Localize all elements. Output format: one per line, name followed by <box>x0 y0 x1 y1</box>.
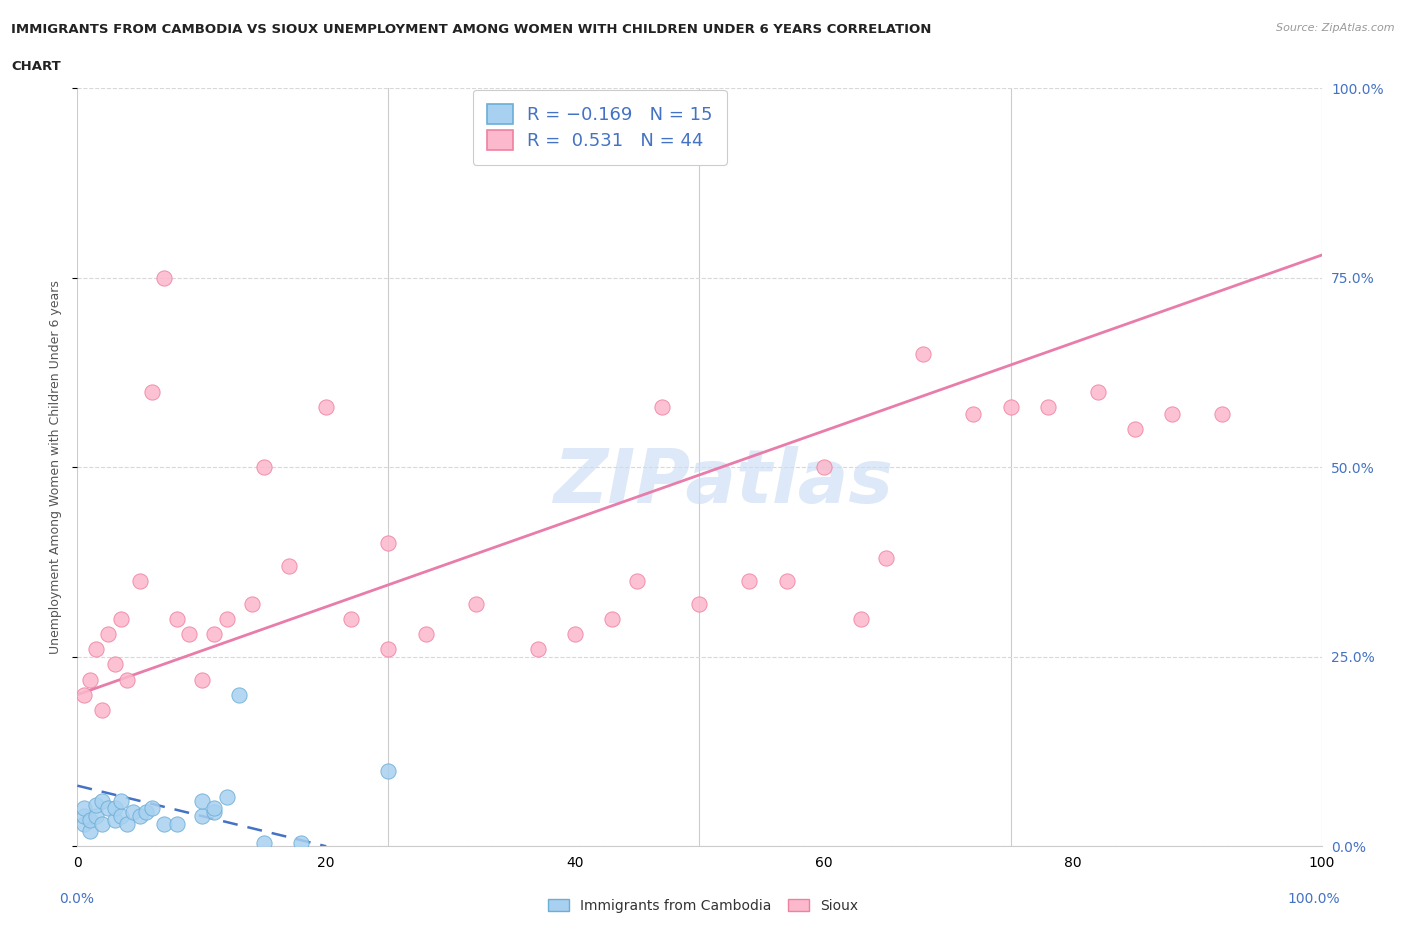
Point <box>128 574 150 589</box>
Point <box>1036 399 1059 414</box>
Point <box>277 558 299 573</box>
Point <box>97 801 120 816</box>
Point <box>84 808 107 823</box>
Point <box>110 793 132 808</box>
Point <box>1087 384 1109 399</box>
Point <box>564 627 586 642</box>
Point <box>526 642 548 657</box>
Point <box>290 835 312 850</box>
Text: 0.0%: 0.0% <box>59 892 94 906</box>
Point <box>91 793 114 808</box>
Text: CHART: CHART <box>11 60 60 73</box>
Point <box>84 642 107 657</box>
Point <box>1161 406 1184 421</box>
Point <box>253 835 276 850</box>
Point <box>602 612 624 627</box>
Text: Source: ZipAtlas.com: Source: ZipAtlas.com <box>1277 23 1395 33</box>
Point <box>104 812 127 827</box>
Point <box>115 672 138 687</box>
Point <box>79 824 101 839</box>
Point <box>626 574 648 589</box>
Point <box>72 687 94 702</box>
Point <box>79 812 101 827</box>
Point <box>464 596 486 611</box>
Point <box>141 801 163 816</box>
Point <box>962 406 984 421</box>
Point <box>315 399 337 414</box>
Point <box>215 612 238 627</box>
Point <box>377 536 399 551</box>
Point <box>689 596 711 611</box>
Point <box>91 817 114 831</box>
Point <box>97 627 120 642</box>
Point <box>191 808 214 823</box>
Point <box>775 574 797 589</box>
Point <box>228 687 250 702</box>
Point <box>202 804 225 819</box>
Point <box>91 702 114 717</box>
Point <box>415 627 437 642</box>
Point <box>912 346 935 361</box>
Point <box>191 672 214 687</box>
Point <box>651 399 673 414</box>
Point <box>738 574 761 589</box>
Point <box>122 804 145 819</box>
Point <box>377 642 399 657</box>
Point <box>104 801 127 816</box>
Point <box>340 612 363 627</box>
Point <box>84 797 107 812</box>
Point <box>179 627 201 642</box>
Point <box>115 817 138 831</box>
Point <box>72 801 94 816</box>
Point <box>377 763 399 777</box>
Point <box>813 460 835 475</box>
Point <box>135 804 157 819</box>
Point <box>851 612 873 627</box>
Point <box>110 808 132 823</box>
Point <box>1211 406 1233 421</box>
Point <box>1123 422 1146 437</box>
Point <box>110 612 132 627</box>
Point <box>79 672 101 687</box>
Text: IMMIGRANTS FROM CAMBODIA VS SIOUX UNEMPLOYMENT AMONG WOMEN WITH CHILDREN UNDER 6: IMMIGRANTS FROM CAMBODIA VS SIOUX UNEMPL… <box>11 23 932 36</box>
Point <box>202 801 225 816</box>
Point <box>253 460 276 475</box>
Point <box>875 551 897 565</box>
Point <box>104 657 127 671</box>
Text: ZIPatlas: ZIPatlas <box>554 446 894 519</box>
Point <box>166 817 188 831</box>
Point <box>215 790 238 804</box>
Point <box>166 612 188 627</box>
Point <box>72 817 94 831</box>
Point <box>240 596 263 611</box>
Legend: R = −0.169   N = 15, R =  0.531   N = 44: R = −0.169 N = 15, R = 0.531 N = 44 <box>472 90 727 165</box>
Legend: Immigrants from Cambodia, Sioux: Immigrants from Cambodia, Sioux <box>543 894 863 919</box>
Point <box>191 793 214 808</box>
Text: 100.0%: 100.0% <box>1288 892 1340 906</box>
Point <box>202 627 225 642</box>
Point <box>153 271 176 286</box>
Point <box>1000 399 1022 414</box>
Point <box>141 384 163 399</box>
Point <box>128 808 150 823</box>
Point <box>153 817 176 831</box>
Point <box>72 808 94 823</box>
Y-axis label: Unemployment Among Women with Children Under 6 years: Unemployment Among Women with Children U… <box>49 280 62 655</box>
